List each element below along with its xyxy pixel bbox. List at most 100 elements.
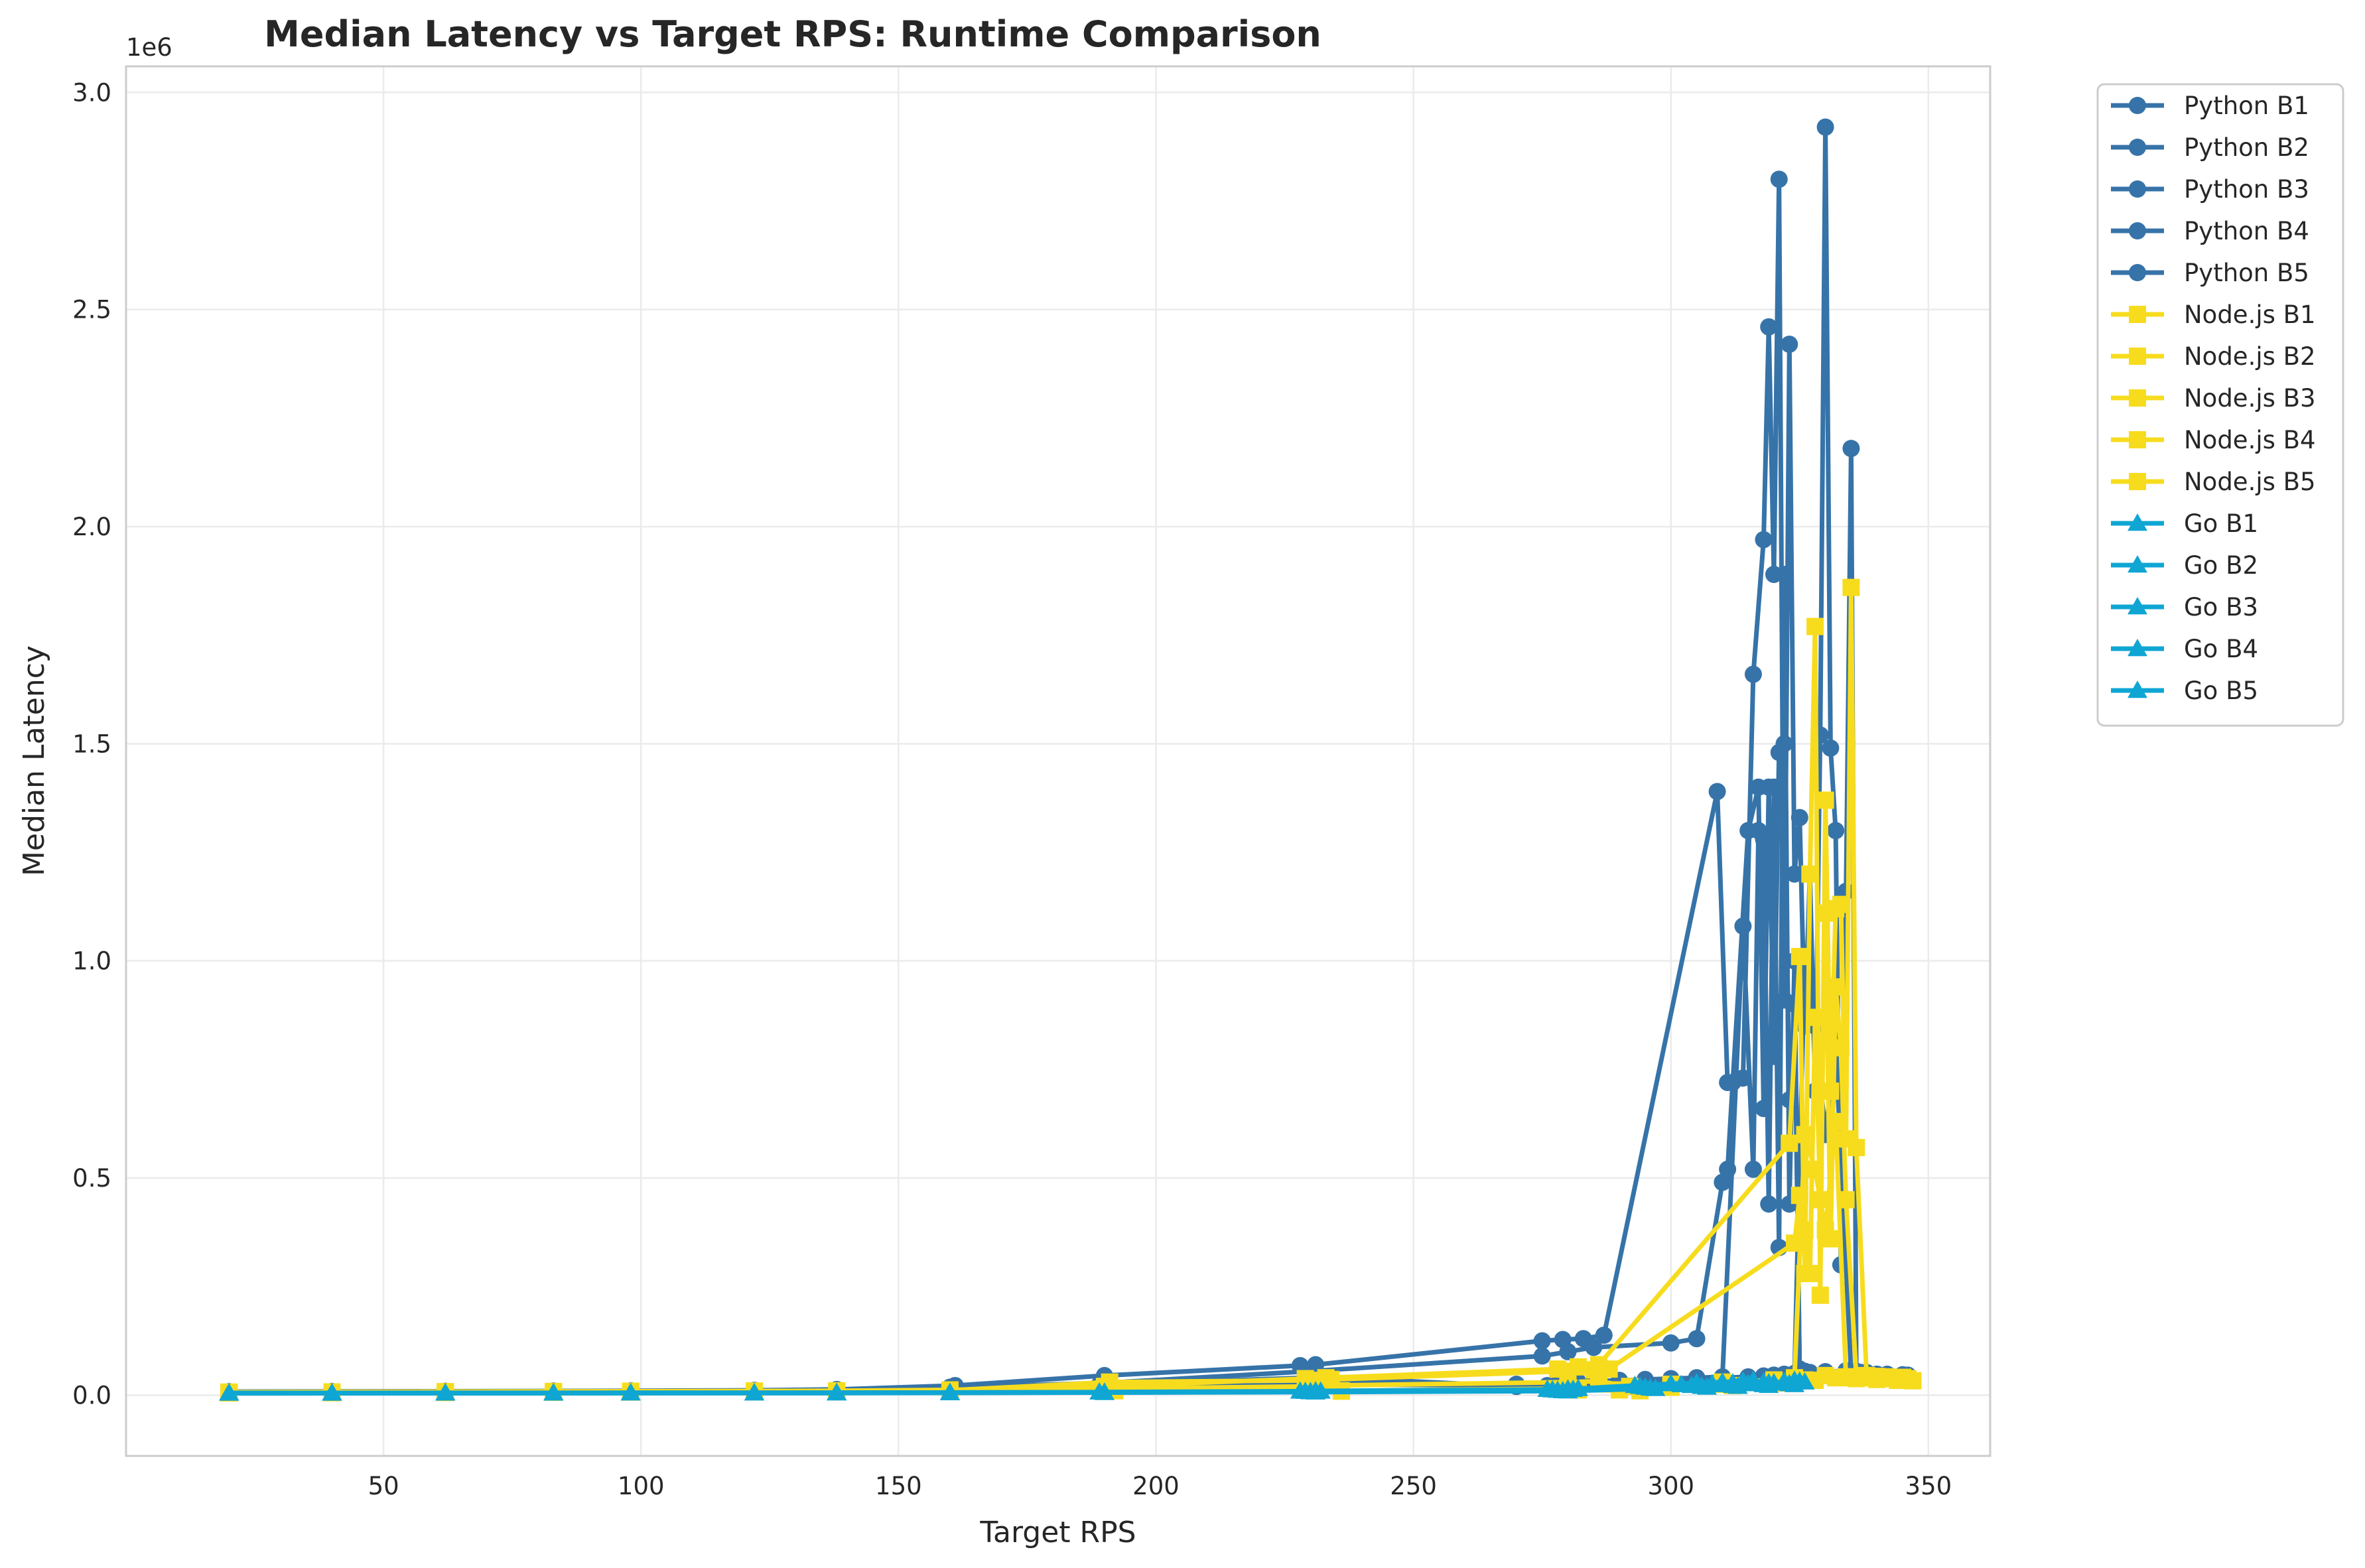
legend-item: Go B3 bbox=[2111, 593, 2258, 621]
data-point bbox=[1848, 1370, 1865, 1388]
data-point bbox=[2129, 348, 2146, 365]
series-python-b2 bbox=[220, 565, 1886, 1401]
data-point bbox=[2128, 555, 2147, 573]
data-point bbox=[1806, 1160, 1824, 1178]
plot-frame bbox=[125, 65, 1992, 1457]
data-point bbox=[1697, 1377, 1718, 1395]
legend-label: Node.js B3 bbox=[2184, 384, 2316, 413]
data-point bbox=[1827, 978, 1845, 996]
data-point bbox=[1760, 318, 1778, 336]
series-python-b1 bbox=[220, 118, 1912, 1401]
data-point bbox=[543, 1383, 564, 1401]
y-tick-label: 1.5 bbox=[72, 730, 111, 758]
data-point bbox=[322, 1383, 342, 1401]
series-line bbox=[229, 1382, 1795, 1396]
legend-item: Python B1 bbox=[2111, 92, 2309, 120]
data-point bbox=[1775, 565, 1793, 583]
data-point bbox=[2128, 681, 2147, 698]
data-point bbox=[1801, 1265, 1819, 1283]
legend-label: Python B4 bbox=[2184, 217, 2309, 245]
data-point bbox=[1791, 948, 1808, 966]
data-point bbox=[1765, 1047, 1783, 1065]
data-point bbox=[1822, 739, 1840, 757]
series-layer bbox=[219, 118, 1922, 1402]
data-point bbox=[1816, 791, 1834, 809]
data-point bbox=[1719, 1160, 1737, 1178]
y-tick-label: 0.5 bbox=[72, 1164, 111, 1193]
data-point bbox=[2129, 97, 2146, 114]
data-point bbox=[2129, 473, 2146, 490]
x-tick-label: 300 bbox=[1647, 1472, 1694, 1500]
legend-label: Node.js B4 bbox=[2184, 426, 2316, 454]
legend: Python B1 Python B2 Python B3 Python B4 Pyth… bbox=[2096, 83, 2344, 727]
data-point bbox=[2128, 513, 2147, 531]
legend-item: Node.js B2 bbox=[2111, 342, 2316, 371]
data-point bbox=[435, 1383, 456, 1401]
series-line bbox=[229, 585, 1903, 1395]
data-point bbox=[1801, 865, 1819, 883]
legend-label: Go B3 bbox=[2184, 593, 2258, 621]
data-point bbox=[1816, 1221, 1834, 1239]
series-python-b4 bbox=[220, 948, 1912, 1401]
data-point bbox=[827, 1383, 847, 1401]
legend-label: Go B2 bbox=[2184, 551, 2258, 580]
data-point bbox=[1744, 1160, 1762, 1178]
data-point bbox=[1796, 1126, 1814, 1143]
axis-ticks: 50 100 150 200 250 300 350 0.0 0.5 1.0 1.5 2.0 2.5 3.… bbox=[72, 78, 1952, 1500]
x-tick-label: 50 bbox=[368, 1472, 399, 1500]
legend-item: Go B1 bbox=[2111, 509, 2258, 538]
data-point bbox=[1533, 1332, 1551, 1350]
x-tick-label: 350 bbox=[1905, 1472, 1952, 1500]
data-point bbox=[2129, 431, 2146, 448]
data-point bbox=[1306, 1382, 1326, 1400]
data-point bbox=[1806, 618, 1824, 635]
data-point bbox=[2128, 597, 2147, 615]
data-point bbox=[1781, 1134, 1798, 1152]
y-offset-label: 1e6 bbox=[126, 33, 172, 62]
data-point bbox=[1781, 336, 1798, 353]
legend-item: Node.js B5 bbox=[2111, 468, 2316, 496]
y-tick-label: 2.0 bbox=[72, 513, 111, 541]
legend-label: Python B1 bbox=[2184, 92, 2309, 120]
data-point bbox=[1816, 904, 1834, 922]
data-point bbox=[1645, 1378, 1666, 1396]
x-tick-label: 200 bbox=[1132, 1472, 1180, 1500]
legend-label: Go B4 bbox=[2184, 635, 2258, 663]
legend-label: Go B1 bbox=[2184, 509, 2258, 538]
legend-item: Python B5 bbox=[2111, 259, 2309, 287]
data-point bbox=[219, 1383, 239, 1401]
legend-item: Node.js B3 bbox=[2111, 384, 2316, 413]
y-tick-label: 2.5 bbox=[72, 296, 111, 324]
legend-label: Go B5 bbox=[2184, 677, 2258, 705]
series-line bbox=[229, 572, 1877, 1395]
series-line bbox=[229, 954, 1903, 1395]
legend-item: Go B4 bbox=[2111, 635, 2258, 663]
legend-label: Node.js B2 bbox=[2184, 342, 2316, 371]
legend-item: Node.js B4 bbox=[2111, 426, 2316, 454]
series-node-js-b2 bbox=[220, 904, 1907, 1402]
data-point bbox=[1811, 1286, 1829, 1304]
data-point bbox=[2129, 180, 2146, 198]
data-point bbox=[1868, 1370, 1886, 1388]
series-line bbox=[229, 1119, 1908, 1395]
legend-item: Go B2 bbox=[2111, 551, 2258, 580]
x-axis-label: Target RPS bbox=[979, 1516, 1136, 1549]
data-point bbox=[1832, 1039, 1850, 1057]
data-point bbox=[1842, 440, 1860, 458]
data-point bbox=[2129, 389, 2146, 407]
data-point bbox=[1760, 778, 1778, 796]
data-point bbox=[1559, 1342, 1577, 1360]
data-point bbox=[1533, 1347, 1551, 1365]
data-point bbox=[1755, 1100, 1773, 1118]
data-point bbox=[1744, 665, 1762, 683]
y-tick-label: 1.0 bbox=[72, 947, 111, 976]
x-tick-label: 150 bbox=[875, 1472, 922, 1500]
data-point bbox=[1842, 578, 1860, 596]
series-line bbox=[229, 125, 1903, 1394]
data-point bbox=[1832, 895, 1850, 913]
data-point bbox=[1760, 1195, 1778, 1213]
series-node-js-b3 bbox=[220, 1112, 1917, 1402]
data-point bbox=[1708, 783, 1726, 801]
grid-lines bbox=[126, 66, 1990, 1456]
